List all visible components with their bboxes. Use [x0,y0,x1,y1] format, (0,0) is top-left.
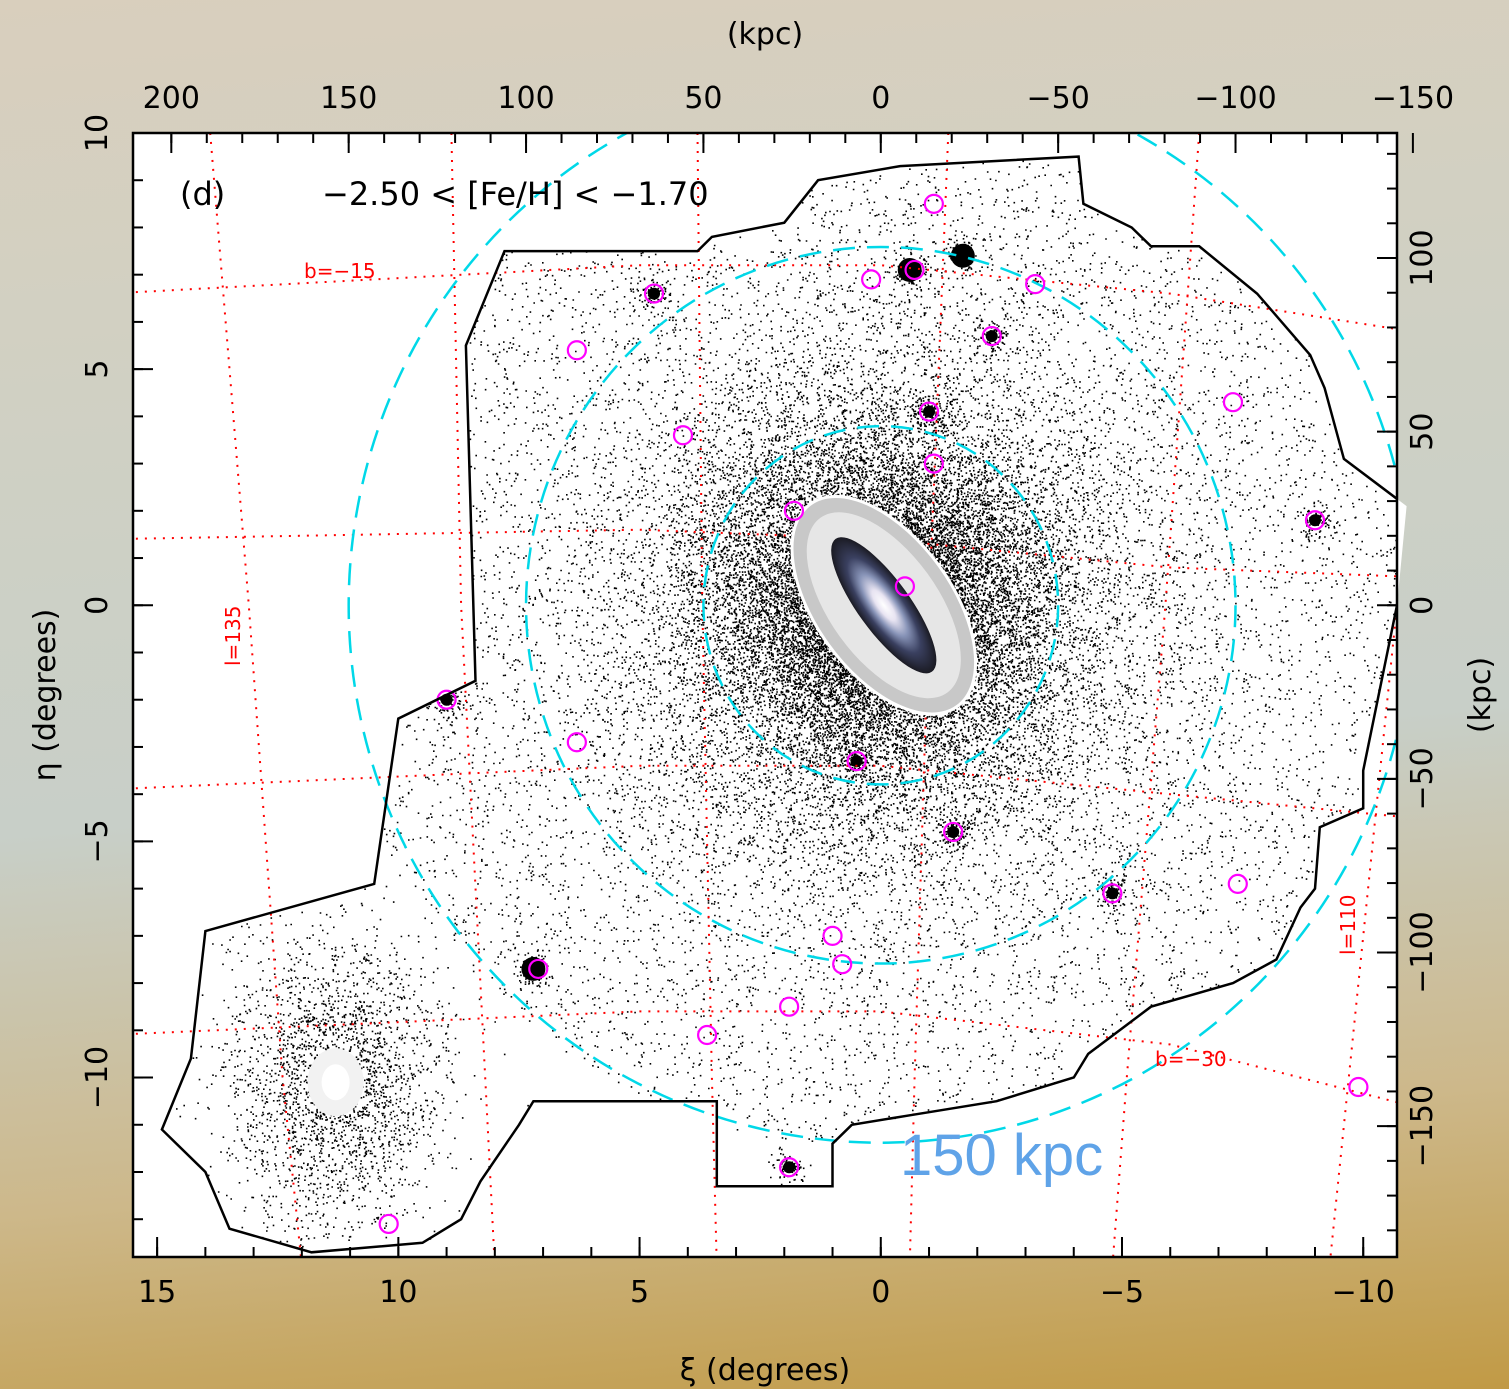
satellite-marker [1025,274,1046,295]
grid-line-latitude [133,264,1397,331]
y-tick-label: 10 [80,114,115,152]
top-tick-label: 150 [320,81,377,116]
satellite-marker [894,576,916,597]
x-tick-label: −5 [1100,1275,1144,1310]
satellite-marker [697,1024,718,1046]
dwarf-core [985,330,998,343]
satellite-marker [981,325,1002,347]
satellite-marker [832,954,853,975]
dwarf-core [897,257,922,282]
satellite-marker [918,401,940,422]
satellite-marker [1102,883,1123,904]
top-axis-title: (kpc) [727,17,803,52]
metallicity-selection-label: −2.50 < [Fe/H] < −1.70 [322,175,709,213]
satellite-marker [378,1213,399,1235]
halo-circle [702,424,1060,786]
satellite-marker [1222,392,1244,413]
right-tick-label: −100 [1405,911,1440,993]
satellite-marker [783,500,805,521]
x-tick-label: 0 [871,1275,890,1310]
m33-core [321,1064,350,1101]
x-tick-label: −10 [1332,1275,1395,1310]
top-tick-label: 200 [143,81,200,116]
x-tick-label: 10 [379,1275,417,1310]
galactic-grid [133,133,1397,1257]
m31-image [307,495,978,1117]
satellite-marker [1304,510,1326,531]
satellite-marker [861,269,882,290]
grid-line-latitude [133,528,1397,578]
top-tick-label: 0 [871,81,890,116]
satellite-marker [779,1157,800,1178]
halo-circle [347,133,1397,1144]
top-tick-label: 50 [684,81,722,116]
y-axis-title: η (degrees) [28,609,63,782]
right-tick-label: 100 [1405,229,1440,286]
m31-galaxy [831,537,937,674]
top-tick-label: −150 [1372,81,1454,116]
satellite-marker [943,821,964,843]
dwarf-core [1308,514,1321,527]
panel-label: (d) [180,175,225,213]
right-axis-title: (kpc) [1463,657,1498,733]
footprint-outline [160,155,1397,1254]
satellite-marker [643,283,665,304]
satellite-marker [923,453,944,474]
dwarf-core [521,956,546,981]
dwarf-core [950,243,975,268]
grid-line-latitude [617,1255,691,1257]
grid-label-l-right: l=110 [1336,895,1360,956]
dwarf-core [923,405,936,418]
y-tick-label: 0 [80,596,115,615]
plot-frame [131,131,1399,1259]
right-tick-label: 0 [1405,596,1440,615]
satellite-marker [904,259,925,281]
y-tick-label: 5 [80,360,115,379]
dwarf-core [1106,887,1119,900]
x-tick-label: 15 [138,1275,176,1310]
top-tick-label: 100 [497,81,554,116]
dwarf-core [648,287,661,300]
y-tick-label: −10 [80,1046,115,1109]
survey-footprint [160,155,1397,1254]
halo-radius-circles [347,133,1397,1144]
satellite-marker [923,193,944,214]
satellite-marker [779,996,800,1017]
satellite-marker [822,925,843,946]
y-tick-label: −5 [80,819,115,863]
x-tick-label: 5 [630,1275,649,1310]
halo-circle [524,245,1237,965]
satellite-marker [1227,873,1248,895]
grid-label-b-upper: b=−15 [304,259,376,283]
right-tick-label: −150 [1405,1085,1440,1167]
satellite-marker [528,958,549,980]
grid-label-b-lower: b=−30 [1155,1047,1227,1071]
grid-label-l-left: l=135 [221,606,245,667]
star-map [176,160,1397,1248]
x-axis-title: ξ (degrees) [680,1353,850,1388]
right-tick-label: −50 [1405,747,1440,810]
satellite-marker [846,751,867,772]
dwarf-core [947,825,960,838]
right-tick-label: 50 [1405,413,1440,451]
dwarf-core [783,1161,796,1174]
satellite-marker [566,340,587,361]
top-tick-label: −100 [1194,81,1276,116]
top-tick-label: −50 [1026,81,1089,116]
scale-label: 150 kpc [900,1123,1103,1188]
dwarf-core [850,755,863,768]
satellite-marker [1348,1076,1369,1098]
grid-line-latitude [133,764,1397,818]
satellite-marker [672,425,694,446]
satellite-markers [378,193,1369,1235]
satellite-marker [566,732,587,753]
